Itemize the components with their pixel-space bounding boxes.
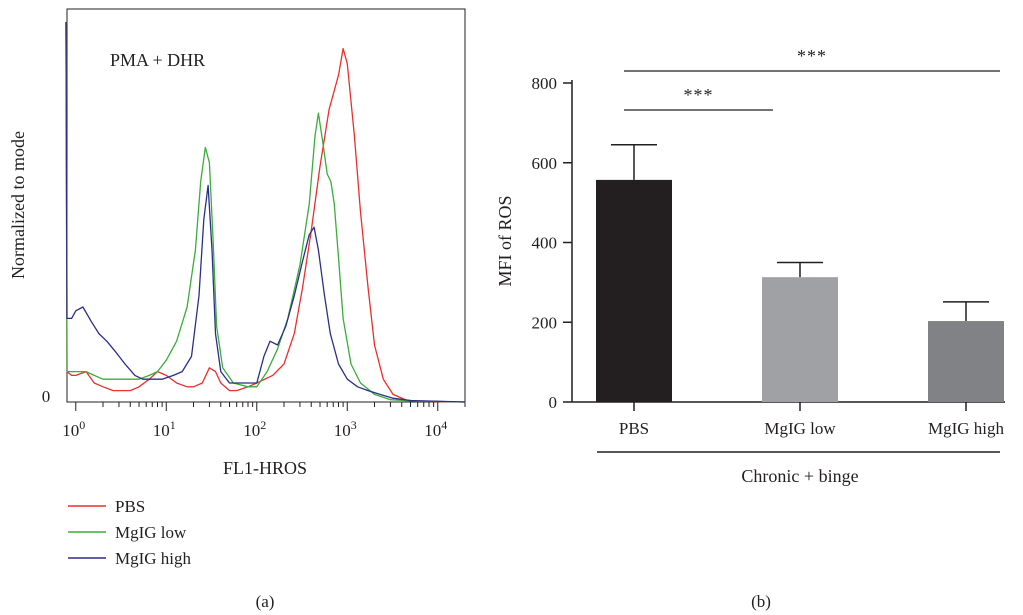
histogram-legend: PBS MgIG low MgIG high: [68, 497, 192, 568]
bar-category-label: MgIG low: [764, 419, 836, 438]
histogram-panel-label: (a): [256, 592, 275, 611]
bar-y-axis-title: MFI of ROS: [495, 195, 515, 286]
histogram-x-axis: [75, 402, 466, 411]
legend-label: PBS: [115, 497, 145, 516]
histogram-x-tick-label: 104: [424, 418, 447, 440]
bar-mgig-high: [928, 321, 1004, 402]
legend-label: MgIG high: [115, 549, 192, 568]
histogram-y-axis-title: Normalized to mode: [8, 131, 28, 279]
bar-y-ticks: 0 200 400 600 800: [532, 74, 572, 412]
histogram-x-tick-labels: 100 101 102 103 104: [62, 418, 447, 440]
bar-category-label: MgIG high: [928, 419, 1005, 438]
bar-panel-label: (b): [751, 592, 771, 611]
significance-label: ***: [797, 46, 827, 66]
bar-y-tick-label: 800: [532, 74, 558, 93]
bar-x-axis-title: Chronic + binge: [741, 466, 858, 486]
histogram-line-mgig-high: [65, 21, 466, 403]
significance-label: ***: [684, 85, 714, 105]
histogram-annotation: PMA + DHR: [110, 50, 205, 70]
histogram-x-axis-title: FL1-HROS: [223, 458, 307, 478]
bar-panel: 0 200 400 600 800 MFI of ROS PBS MgIG low MgIG…: [495, 46, 1005, 611]
bar-y-tick-label: 0: [549, 393, 558, 412]
legend-label: MgIG low: [115, 523, 187, 542]
histogram-x-tick-label: 103: [334, 418, 357, 440]
histogram-x-tick-label: 102: [243, 418, 266, 440]
bars: [596, 144, 1004, 402]
histogram-series: [65, 21, 466, 403]
histogram-line-mgig-low: [65, 21, 466, 403]
bar-y-tick-label: 200: [532, 313, 558, 332]
bar-y-tick-label: 400: [532, 234, 558, 253]
histogram-line-pbs: [65, 21, 466, 403]
bar-category-label: PBS: [619, 419, 649, 438]
bar-mgig-low: [762, 277, 838, 402]
histogram-x-tick-label: 100: [62, 418, 85, 440]
histogram-y-tick-label: 0: [42, 387, 51, 406]
histogram-panel: PMA + DHR Normalized to mode 0 100 101 102…: [8, 8, 466, 611]
histogram-x-tick-label: 101: [153, 418, 176, 440]
bar-pbs: [596, 179, 672, 402]
bar-category-labels: PBS MgIG low MgIG high: [619, 402, 1005, 438]
significance-marks: *** ***: [624, 46, 1000, 111]
bar-y-tick-label: 600: [532, 154, 558, 173]
